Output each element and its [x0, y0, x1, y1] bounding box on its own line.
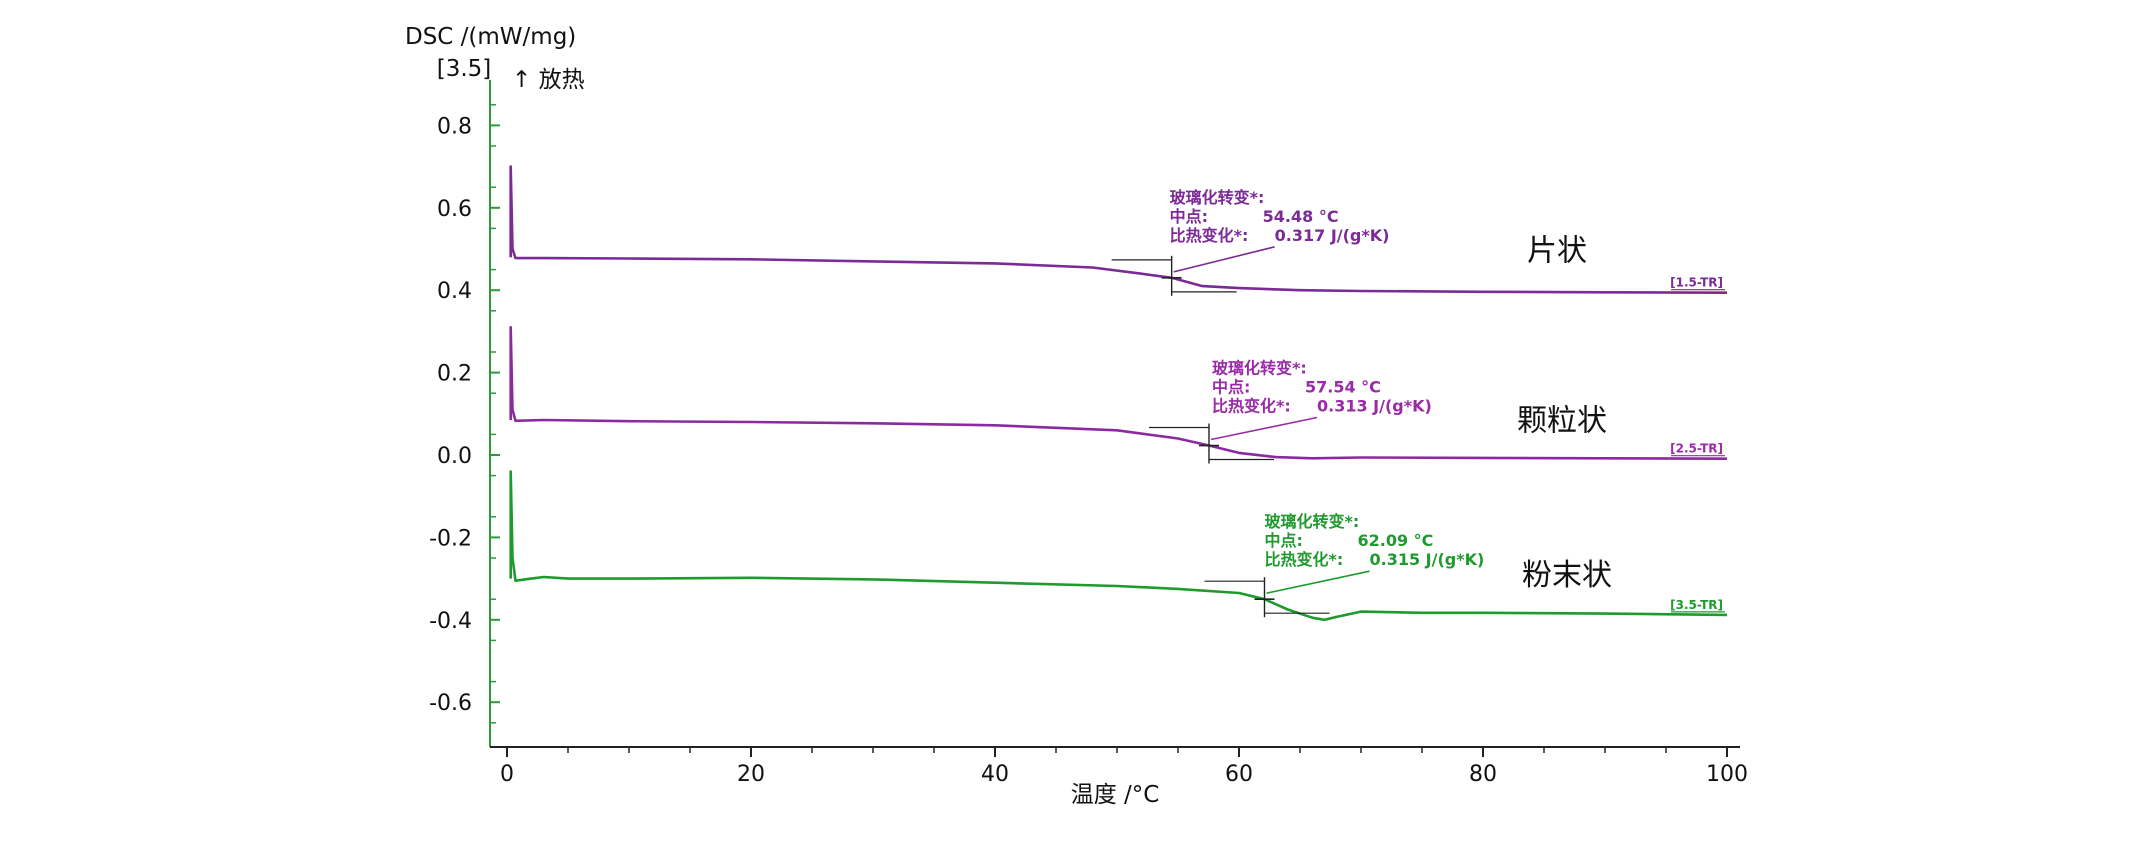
annotation-cp-label: 比热变化*: [1212, 397, 1291, 416]
annotation-cp-value: 0.313 J/(g*K) [1317, 397, 1432, 416]
series-3: 玻璃化转变*:中点: 62.09 °C 比热变化*: 0.315 J/(g*K) 粉末状… [509, 470, 1728, 622]
annotation-cp-value: 0.317 J/(g*K) [1275, 226, 1390, 245]
series-end-tag: [2.5-TR] [1670, 442, 1723, 456]
x-tick-label: 20 [737, 762, 765, 787]
annotation-cp-label: 比热变化*: [1170, 226, 1249, 245]
annotation-leader [1210, 416, 1318, 441]
x-tick-label: 80 [1469, 762, 1497, 787]
series-1: 玻璃化转变*:中点: 54.48 °C 比热变化*: 0.317 J/(g*K) 片状 [… [509, 165, 1728, 296]
annotation-title: 玻璃化转变*: [1212, 359, 1307, 378]
x-tick-label: 0 [500, 762, 514, 787]
x-tick-label: 100 [1706, 762, 1748, 787]
y-tick-label: 0.6 [437, 197, 472, 222]
exotherm-direction-label: ↑ 放热 [512, 67, 585, 93]
series-name-label: 粉末状 [1522, 558, 1612, 593]
annotation-leader [1266, 570, 1370, 594]
annotation-cp-label: 比热变化*: [1264, 550, 1343, 569]
annotation-midpoint-label: 中点: [1170, 207, 1208, 226]
series-name-label: 颗粒状 [1517, 404, 1607, 439]
x-tick-label: 60 [1225, 762, 1253, 787]
y-tick-label: 0.2 [437, 362, 472, 387]
y-tick-label: -0.2 [429, 526, 472, 551]
y-tick-label: -0.6 [429, 691, 472, 716]
series-line [509, 326, 1728, 460]
annotation-midpoint-label: 中点: [1264, 531, 1302, 550]
y-tick-label: 0.8 [437, 114, 472, 139]
y-axis-ticks: 0.8 0.6 0.4 0.2 0.0 -0.2 -0.4 -0.6 [429, 104, 500, 724]
series-line [509, 470, 1728, 622]
series-name-label: 片状 [1527, 234, 1587, 269]
y-axis-scale-note: [3.5] [437, 56, 492, 82]
annotation-title: 玻璃化转变*: [1170, 188, 1265, 207]
y-tick-label: 0.0 [437, 444, 472, 469]
annotation-midpoint-value: 62.09 °C [1357, 531, 1433, 550]
x-axis-ticks: 0 20 40 60 80 100 [500, 747, 1748, 787]
annotation-midpoint-value: 57.54 °C [1305, 378, 1381, 397]
y-tick-label: 0.4 [437, 279, 472, 304]
series-line [509, 165, 1728, 294]
y-axis-title: DSC /(mW/mg) [405, 24, 576, 50]
series-end-tag: [1.5-TR] [1670, 276, 1723, 290]
x-tick-label: 40 [981, 762, 1009, 787]
series-2: 玻璃化转变*:中点: 57.54 °C 比热变化*: 0.313 J/(g*K) 颗粒状… [509, 326, 1728, 464]
annotation-midpoint-value: 54.48 °C [1263, 207, 1339, 226]
y-tick-label: -0.4 [429, 609, 472, 634]
x-axis-title: 温度 /°C [1071, 782, 1160, 808]
annotation-midpoint-label: 中点: [1212, 378, 1250, 397]
series-end-tag: [3.5-TR] [1670, 598, 1723, 612]
annotation-leader [1173, 246, 1275, 273]
annotation-cp-value: 0.315 J/(g*K) [1369, 550, 1484, 569]
annotation-title: 玻璃化转变*: [1264, 512, 1359, 531]
